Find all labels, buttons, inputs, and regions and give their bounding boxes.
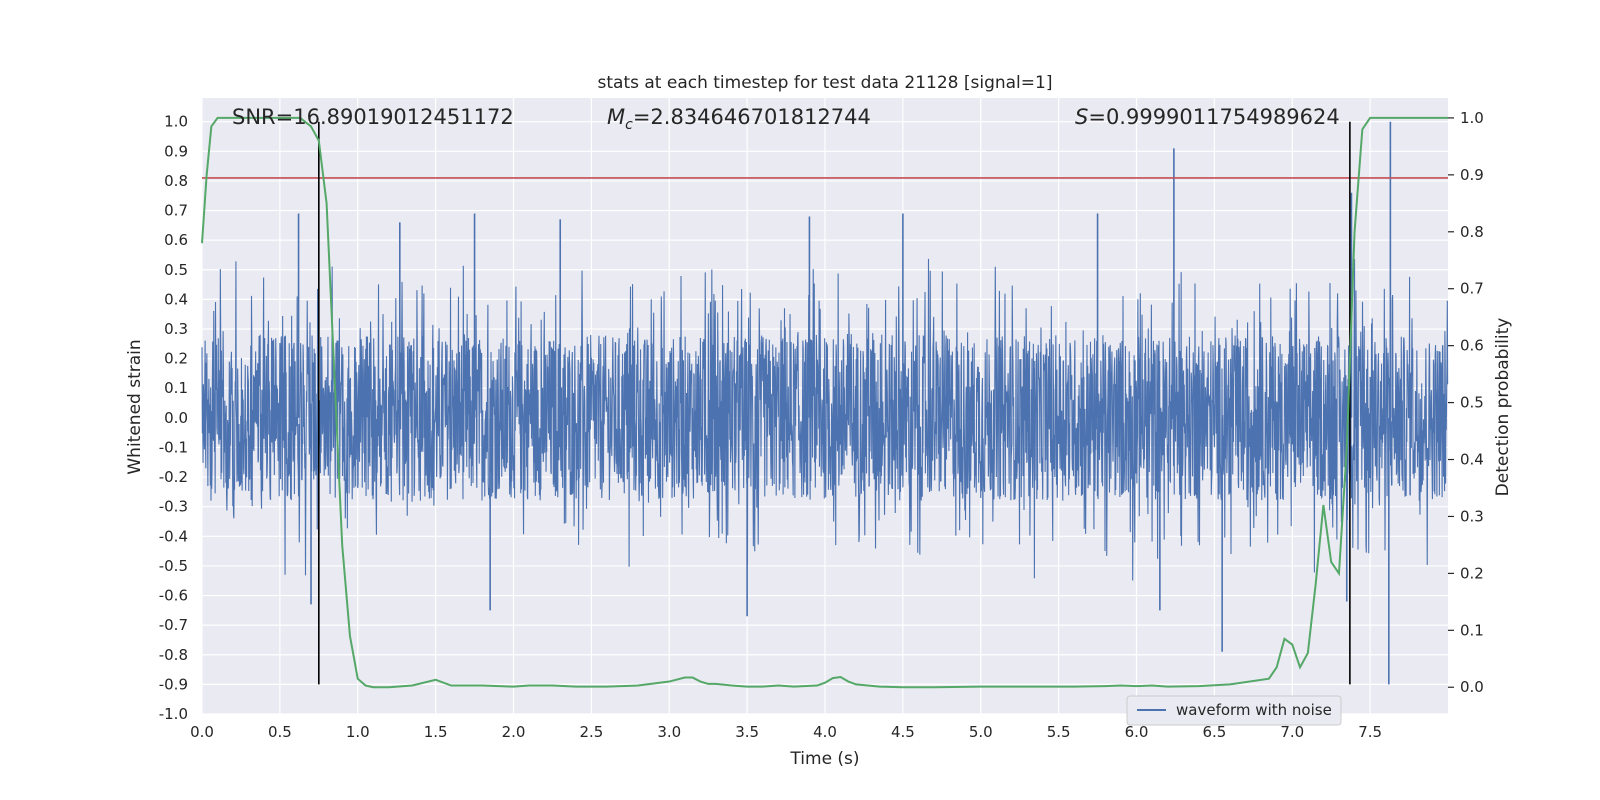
x-tick-label: 1.5 [424,723,448,741]
legend: waveform with noise [1126,695,1342,726]
chirp-mass-subscript: c [625,117,633,133]
y2-tick-label: 0.5 [1460,394,1484,412]
y2-tick-label: 0.1 [1460,621,1484,639]
y2-tick-label: 0.9 [1460,166,1484,184]
y-tick-label: -1.0 [159,705,188,723]
y2-tick-label: 0.0 [1460,678,1484,696]
annotation-chirp-mass: Mc=2.834646701812744 [607,105,871,133]
x-tick-label: 3.0 [657,723,681,741]
ticks: 0.0 0.5 1.0 1.5 2.0 2.5 3.0 3.5 4.0 4.5 5.0 5.5 6.0 6… [159,109,1484,741]
x-tick-label: 0.5 [268,723,292,741]
y-tick-label: 0.5 [164,261,188,279]
y-tick-label: -0.7 [159,616,188,634]
y-tick-label: 0.9 [164,142,188,160]
detection-probability-line [201,116,1448,689]
y2-tick-label: 0.2 [1460,564,1484,582]
y-tick-label: 0.1 [164,379,188,397]
y-tick-label: 1.0 [164,113,188,131]
x-tick-label: 3.5 [735,723,759,741]
series-detection-probability [201,116,1448,689]
y2-tick-label: 0.8 [1460,223,1484,241]
y-tick-label: 0.6 [164,231,188,249]
s-symbol: S [1075,105,1088,129]
y-tick-label: -0.6 [159,587,188,605]
x-tick-label: 6.5 [1202,723,1226,741]
y2-tick-label: 0.4 [1460,451,1484,469]
y-tick-label: -0.9 [159,675,188,693]
annotation-snr: SNR=16.89019012451172 [232,105,514,129]
y-tick-label: -0.3 [159,498,188,516]
x-tick-label: 0.0 [190,723,214,741]
y-tick-label: 0.4 [164,290,188,308]
y-tick-label: -0.2 [159,468,188,486]
y2-tick-label: 0.6 [1460,337,1484,355]
y-tick-label: 0.7 [164,202,188,220]
y2-tick-label: 1.0 [1460,109,1484,127]
y-tick-label: 0.2 [164,350,188,368]
x-tick-label: 2.5 [579,723,603,741]
chart-title: stats at each timestep for test data 211… [598,73,1053,93]
x-tick-label: 5.0 [969,723,993,741]
y-tick-label: -0.8 [159,646,188,664]
x-tick-label: 6.0 [1125,723,1149,741]
x-tick-label: 4.0 [813,723,837,741]
waveform-trace [201,258,1449,581]
y2-tick-label: 0.7 [1460,280,1484,298]
legend-label: waveform with noise [1176,701,1332,719]
x-tick-label: 7.0 [1280,723,1304,741]
x-tick-label: 2.0 [502,723,526,741]
x-axis-label: Time (s) [789,749,859,769]
y-axis-label: Whitened strain [125,339,145,474]
y2-axis-label: Detection probability [1493,318,1513,497]
y-tick-label: 0.8 [164,172,188,190]
chirp-mass-value: =2.834646701812744 [633,105,871,129]
y-tick-label: -0.4 [159,527,188,545]
annotation-s: S=0.9999011754989624 [1075,105,1340,129]
x-tick-label: 4.5 [891,723,915,741]
y-tick-label: 0.0 [164,409,188,427]
overlays [202,121,1448,685]
x-tick-label: 7.5 [1358,723,1382,741]
y2-tick-label: 0.3 [1460,507,1484,525]
x-tick-label: 5.5 [1047,723,1071,741]
y-tick-label: 0.3 [164,320,188,338]
s-value: =0.9999011754989624 [1088,105,1339,129]
x-tick-label: 1.0 [346,723,370,741]
y-tick-label: -0.1 [159,438,188,456]
y-tick-label: -0.5 [159,557,188,575]
legend-box [1126,695,1342,726]
chirp-mass-symbol: M [607,105,625,129]
